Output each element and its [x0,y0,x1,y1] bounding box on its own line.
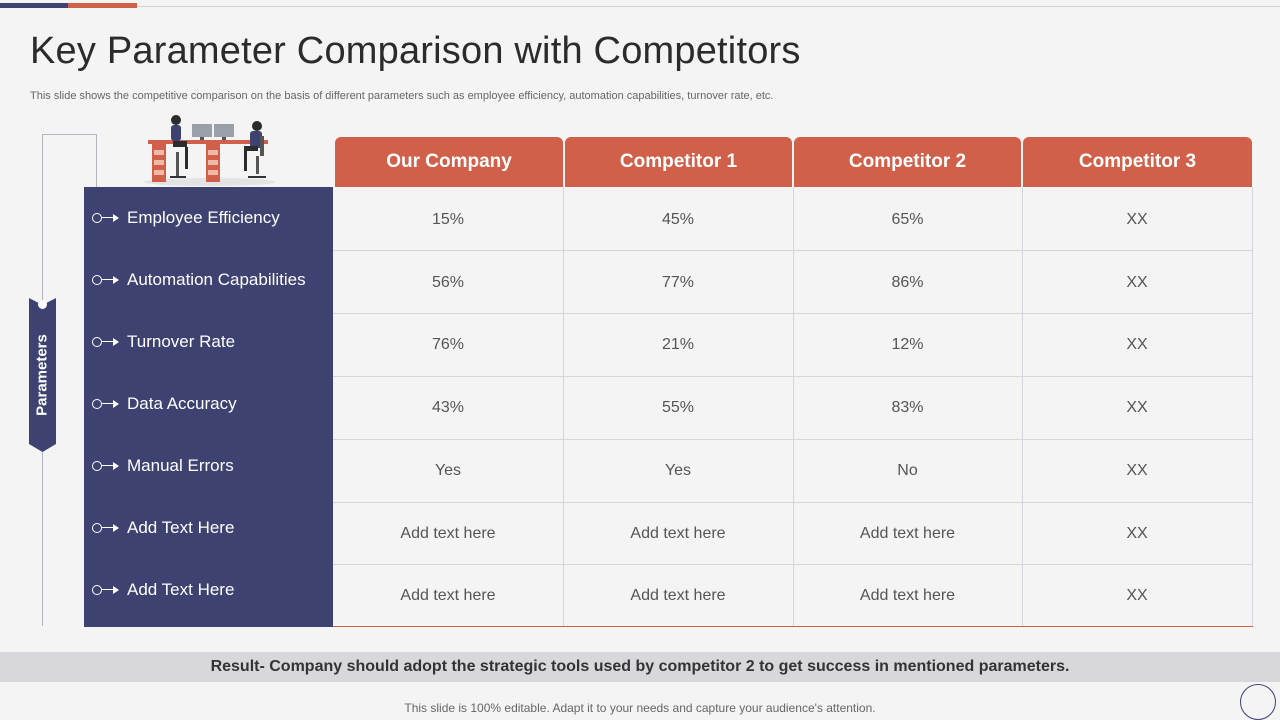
table-cell: Add text here [859,525,956,542]
slide-subtitle: This slide shows the competitive compari… [30,90,774,102]
arrow-connector-icon [92,337,119,347]
parameter-name: Automation Capabilities [127,270,306,289]
arrow-connector-icon [92,585,119,595]
row-divider [333,439,1253,440]
top-accent-bar-orange [68,3,137,8]
table-cell: 45% [661,211,695,228]
column-header-our-company: Our Company [335,137,563,187]
column-divider [793,187,794,627]
top-divider [137,6,1280,7]
row-divider [333,313,1253,314]
column-divider [1022,187,1023,627]
arrow-connector-icon [92,461,119,471]
parameters-panel: Employee Efficiency Automation Capabilit… [84,187,333,627]
table-cell: 43% [431,399,465,416]
table-bottom-border [333,626,1253,627]
column-header-competitor-1: Competitor 1 [565,137,792,187]
parameter-name: Add Text Here [127,518,235,537]
column-header-competitor-3: Competitor 3 [1023,137,1252,187]
table-cell: 76% [431,336,465,353]
parameter-row: Add Text Here [84,497,333,559]
tag-hole [38,300,47,309]
table-cell: Add text here [859,587,956,604]
parameter-row: Automation Capabilities [84,249,333,311]
table-cell: Add text here [630,587,726,604]
row-divider [333,564,1253,565]
corner-circle-icon [1240,684,1276,720]
table-cell: 77% [661,274,695,291]
parameter-name: Turnover Rate [127,332,236,351]
arrow-connector-icon [92,213,119,223]
table-cell: Add text here [400,587,496,604]
table-cell: Add text here [630,525,726,542]
parameter-name: Add Text Here [127,580,235,599]
parameter-row: Turnover Rate [84,311,333,373]
parameter-name: Manual Errors [127,456,234,475]
comparison-table: 15% 45% 65% XX 56% 77% 86% XX 76% 21% 12… [333,187,1253,627]
parameter-name: Data Accuracy [127,394,237,413]
table-cell: XX [1126,336,1148,353]
parameter-name: Employee Efficiency [127,208,280,227]
table-cell: XX [1126,525,1148,542]
parameter-row: Employee Efficiency [84,187,333,249]
office-workers-illustration [144,115,276,186]
table-cell: 21% [661,336,695,353]
top-accent-bar-navy [0,3,68,8]
column-divider [1252,187,1253,627]
result-text: Result- Company should adopt the strateg… [210,658,1070,675]
parameter-row: Data Accuracy [84,373,333,435]
table-cell: XX [1126,462,1148,479]
table-cell: XX [1126,274,1148,291]
table-cell: 86% [891,274,924,291]
table-cell: Yes [664,462,692,479]
column-divider [563,187,564,627]
parameter-row: Manual Errors [84,435,333,497]
table-cell: 15% [431,211,465,228]
table-cell: 55% [661,399,695,416]
arrow-connector-icon [92,523,119,533]
table-cell: Add text here [400,525,496,542]
row-divider [333,376,1253,377]
slide-title: Key Parameter Comparison with Competitor… [30,30,801,72]
footer-note: This slide is 100% editable. Adapt it to… [404,701,876,715]
row-divider [333,502,1253,503]
table-cell: 56% [431,274,465,291]
parameters-label: Parameters [33,334,51,416]
result-banner: Result- Company should adopt the strateg… [0,652,1280,682]
parameter-row: Add Text Here [84,559,333,621]
arrow-connector-icon [92,275,119,285]
table-cell: XX [1126,399,1148,416]
table-cell: XX [1126,587,1148,604]
table-cell: Yes [434,462,462,479]
table-cell: 12% [891,336,924,353]
table-cell: XX [1126,211,1148,228]
row-divider [333,250,1253,251]
arrow-connector-icon [92,399,119,409]
table-cell: No [897,462,918,479]
parameters-tag [29,298,56,452]
table-cell: 65% [891,211,924,228]
column-header-competitor-2: Competitor 2 [794,137,1021,187]
table-cell: 83% [891,399,924,416]
